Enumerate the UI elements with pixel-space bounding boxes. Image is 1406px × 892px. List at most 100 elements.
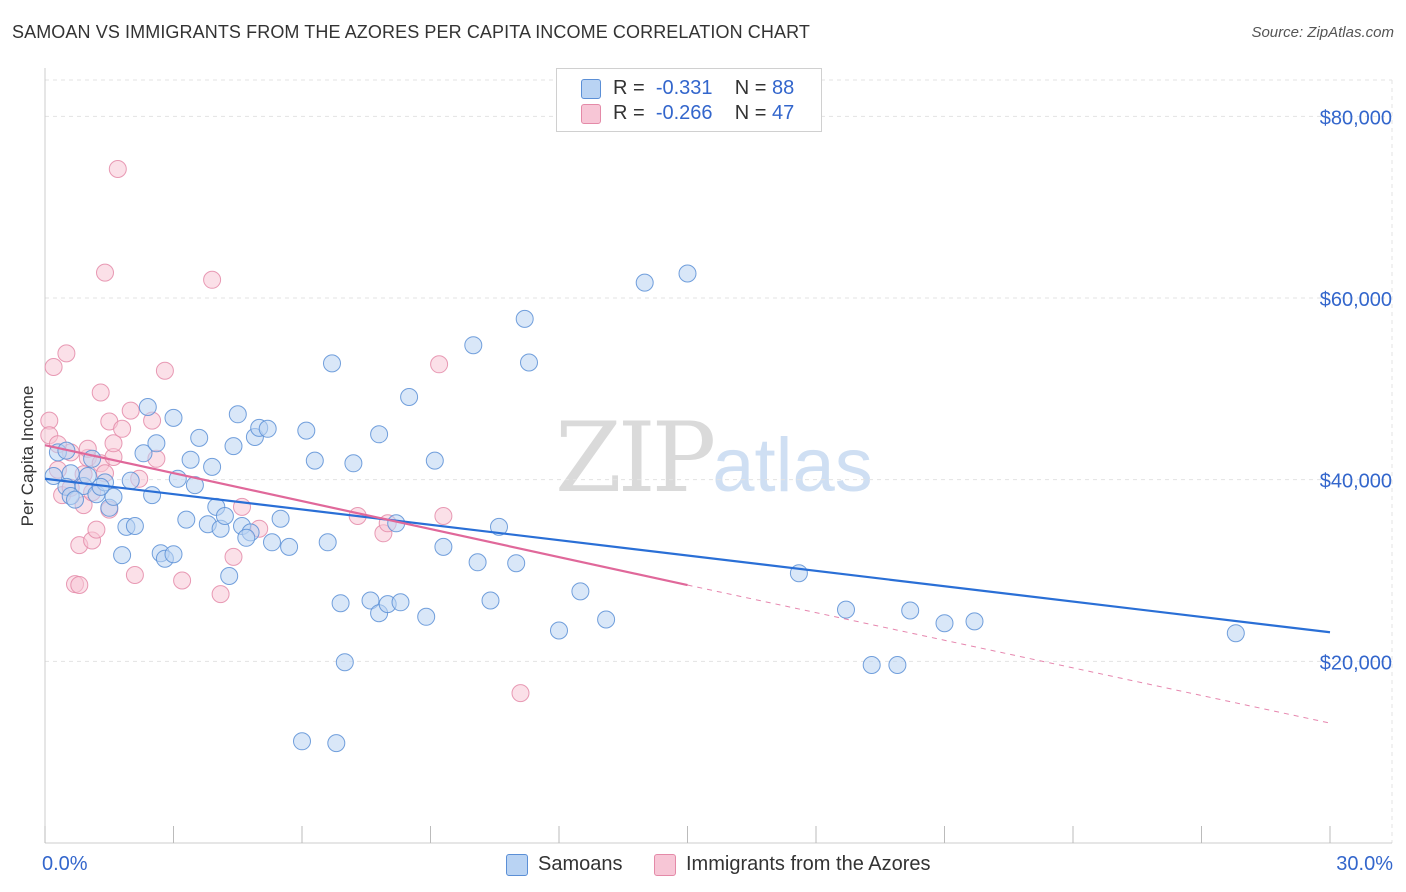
samoans-point (104, 487, 123, 506)
azores-point (203, 270, 222, 289)
x-tick-label: 30.0% (1336, 853, 1393, 875)
samoans-point (83, 449, 102, 468)
samoans-point (434, 537, 453, 556)
samoans-point (571, 582, 590, 601)
samoans-point (305, 451, 324, 470)
watermark: ZIPatlas (555, 402, 873, 514)
azores-trend-line (44, 444, 688, 587)
samoans-point (190, 428, 209, 447)
legend-r-label: R = (613, 77, 645, 99)
samoans-point (181, 450, 200, 469)
samoans-point (965, 612, 984, 631)
samoans-point (44, 467, 63, 485)
samoans-point (425, 451, 444, 470)
trend-layer (44, 444, 1331, 724)
azores-point (113, 419, 132, 438)
samoans-point (271, 509, 290, 528)
points-layer (40, 160, 1245, 753)
chart-title: SAMOAN VS IMMIGRANTS FROM THE AZORES PER… (12, 22, 810, 42)
samoans-point (888, 656, 907, 674)
samoans-point (113, 546, 132, 565)
samoans-point (318, 533, 337, 552)
azores-point (511, 684, 530, 703)
samoans-point (417, 607, 436, 626)
y-tick-label: $20,000 (1320, 652, 1392, 674)
samoans-point (464, 336, 483, 355)
samoans-point (258, 419, 277, 438)
azores-point (173, 571, 192, 590)
grid-layer (45, 79, 1393, 843)
samoans-point (837, 600, 855, 619)
samoans-point (293, 732, 311, 751)
azores-point (434, 507, 453, 525)
samoans-point (215, 507, 234, 525)
samoans-point (143, 486, 162, 505)
samoans-point (935, 614, 954, 633)
azores-point (104, 434, 123, 453)
bottom-legend-swatch-azores (654, 854, 676, 876)
samoans-point (550, 621, 568, 640)
samoans-point (678, 264, 697, 283)
y-tick-label: $80,000 (1320, 107, 1392, 129)
samoans-point (263, 533, 281, 552)
samoans-point (66, 490, 84, 509)
watermark-zip: ZIP (555, 402, 716, 514)
azores-point (87, 520, 106, 539)
azores-point (155, 361, 174, 380)
watermark-atlas: atlas (712, 423, 873, 508)
samoans-point (391, 593, 410, 612)
samoans-point (481, 591, 500, 610)
y-tick-label: $40,000 (1320, 471, 1392, 493)
samoans-point (185, 476, 204, 495)
legend-r-value-samoans: -0.331 (655, 77, 713, 99)
axis-layer (44, 68, 1392, 844)
azores-point (70, 576, 89, 594)
legend-r-value-azores: -0.266 (655, 102, 713, 124)
samoans-point (370, 425, 389, 444)
legend-n-label: N = (734, 77, 767, 99)
samoans-point (335, 653, 354, 672)
legend-n-value-samoans: 88 (772, 77, 795, 99)
samoans-point (203, 457, 222, 476)
azores-trend-extension (687, 584, 1331, 724)
samoans-point (297, 421, 316, 440)
legend-n-label: N = (734, 102, 767, 124)
samoans-point (635, 273, 654, 292)
azores-point (121, 401, 140, 420)
samoans-point (138, 398, 157, 416)
samoans-trend-line (44, 477, 1331, 634)
azores-point (125, 566, 144, 584)
samoans-point (597, 610, 616, 629)
stats-legend: R = -0.331 N = 88 R = -0.266 N = 47 (556, 68, 822, 132)
legend-swatch-azores (581, 104, 601, 124)
samoans-point (862, 656, 881, 674)
samoans-point (125, 517, 144, 535)
samoans-point (177, 510, 196, 529)
samoans-point (515, 309, 534, 328)
samoans-point (327, 734, 346, 753)
samoans-point (134, 444, 153, 463)
samoans-point (224, 437, 243, 456)
samoans-point (237, 528, 256, 547)
samoans-point (520, 353, 538, 372)
samoans-point (490, 517, 508, 536)
x-tick-label: 0.0% (42, 853, 88, 875)
chart-source: Source: ZipAtlas.com (1251, 24, 1394, 41)
azores-point (91, 383, 110, 402)
samoans-point (121, 471, 140, 490)
azores-point (224, 547, 243, 566)
azores-point (96, 263, 114, 282)
samoans-point (331, 594, 350, 613)
samoans-point (147, 434, 166, 453)
legend-n-value-azores: 47 (772, 102, 795, 124)
samoans-point (164, 408, 183, 427)
samoans-point (901, 601, 920, 620)
samoans-point (507, 554, 526, 573)
bottom-legend-label-azores: Immigrants from the Azores (686, 853, 931, 875)
y-axis-label: Per Capita Income (18, 385, 37, 527)
azores-point (211, 585, 230, 604)
samoans-point (220, 567, 239, 585)
azores-point (430, 355, 449, 374)
bottom-legend-label-samoans: Samoans (538, 853, 623, 875)
